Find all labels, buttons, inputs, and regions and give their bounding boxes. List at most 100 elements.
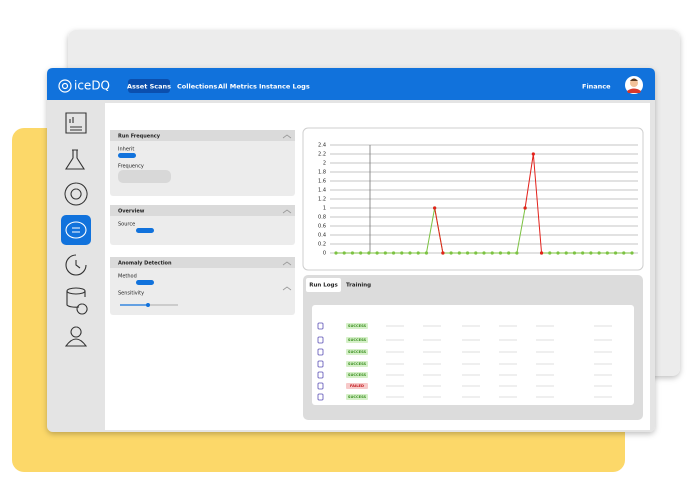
data-point — [334, 251, 338, 255]
file-icon[interactable] — [317, 371, 324, 379]
field-label: Inherit — [118, 147, 134, 153]
file-icon[interactable] — [317, 382, 324, 390]
y-tick-label: 0.6 — [318, 224, 326, 230]
sidebar-icon[interactable] — [64, 326, 88, 347]
data-point — [482, 251, 486, 255]
sidebar-icon[interactable] — [66, 287, 88, 315]
sidebar-icon[interactable] — [64, 149, 86, 170]
status-badge — [346, 337, 368, 343]
field-label: Frequency — [118, 164, 144, 170]
data-point — [367, 251, 371, 255]
panel-title: Anomaly Detection — [118, 261, 172, 267]
status-text: SUCCESS — [348, 338, 367, 342]
nav-item[interactable]: Asset Scans — [127, 83, 171, 91]
field-label: Source — [118, 222, 135, 228]
data-point — [507, 251, 511, 255]
status-text: SUCCESS — [348, 373, 367, 377]
data-point — [556, 251, 560, 255]
data-point — [572, 251, 577, 255]
toggle[interactable] — [136, 228, 154, 233]
file-icon[interactable] — [317, 348, 324, 356]
y-tick-label: 2 — [323, 161, 326, 167]
data-point — [416, 251, 420, 255]
icon-glyph — [65, 112, 87, 134]
toggle[interactable] — [118, 153, 136, 158]
y-tick-label: 1.6 — [318, 179, 326, 185]
collapse-icon[interactable] — [282, 134, 292, 139]
data-point — [391, 251, 396, 255]
data-point — [359, 251, 363, 255]
data-point — [465, 251, 470, 255]
file-icon[interactable] — [317, 322, 324, 330]
status-text: FAILED — [350, 384, 364, 388]
status-text: SUCCESS — [348, 350, 367, 354]
collapse-icon[interactable] — [282, 209, 292, 214]
icon-glyph — [66, 287, 88, 315]
data-point — [490, 251, 494, 255]
nav-item[interactable]: All Metrics — [218, 83, 257, 91]
y-tick-label: 2.4 — [318, 143, 326, 149]
icon-glyph — [65, 221, 87, 239]
status-text: SUCCESS — [348, 395, 367, 399]
data-point — [441, 251, 445, 255]
data-point — [523, 206, 527, 210]
icon-glyph — [64, 326, 88, 347]
data-point — [408, 251, 412, 255]
selected-bg — [61, 215, 91, 245]
avatar[interactable] — [625, 76, 643, 94]
status-text: SUCCESS — [348, 362, 367, 366]
data-point — [498, 251, 503, 255]
sidebar-icon[interactable] — [64, 182, 88, 206]
data-point — [433, 206, 437, 210]
sidebar-icon[interactable] — [65, 112, 87, 134]
data-point — [581, 251, 585, 255]
dropdown-caret[interactable] — [282, 286, 292, 291]
status-badge — [346, 349, 368, 355]
status-badge — [346, 361, 368, 367]
y-tick-label: 1.4 — [318, 188, 326, 194]
data-point — [400, 251, 404, 255]
user-name[interactable]: Finance — [582, 83, 611, 91]
settings-panels: Run Frequency Inherit Frequency Overview Sou… — [110, 130, 295, 315]
nav-item[interactable]: Instance Logs — [259, 83, 310, 91]
data-point — [449, 251, 453, 255]
tab[interactable]: Run Logs — [309, 283, 338, 289]
brand: iceDQ — [74, 79, 110, 93]
panel-header — [110, 205, 295, 216]
data-point — [613, 251, 618, 255]
panel-title: Run Frequency — [118, 134, 161, 140]
collapse-icon[interactable] — [282, 261, 292, 266]
sidebar — [61, 112, 91, 347]
icon-glyph — [64, 182, 88, 206]
icon-glyph — [65, 254, 87, 276]
status-badge — [346, 383, 368, 389]
active-tab-bg — [306, 278, 341, 292]
data-point — [474, 251, 478, 255]
y-tick-label: 0.2 — [318, 242, 326, 248]
data-point — [350, 251, 355, 255]
input[interactable] — [118, 170, 171, 183]
data-point — [589, 251, 593, 255]
data-point — [342, 251, 346, 255]
file-icon[interactable] — [317, 336, 324, 344]
panel-title: Overview — [118, 209, 145, 215]
panel-header — [110, 257, 295, 268]
data-point — [548, 251, 552, 255]
nav-item[interactable]: Collections — [177, 83, 217, 91]
slider-thumb[interactable] — [146, 303, 150, 307]
nav-active-bg — [128, 79, 170, 93]
data-point — [630, 251, 634, 255]
sidebar-icon[interactable] — [65, 254, 87, 276]
file-icon[interactable] — [317, 360, 324, 368]
panel — [110, 257, 295, 315]
tab[interactable]: Training — [346, 283, 371, 289]
data-point — [605, 251, 609, 255]
file-icon[interactable] — [317, 393, 324, 401]
field-label: Method — [118, 274, 137, 280]
log-rows: SUCCESS SUCCESS SUCCESS SUCCESS SUCCESS FAILE… — [317, 322, 612, 401]
toggle[interactable] — [136, 280, 154, 285]
logo-icon — [58, 79, 72, 93]
sidebar-icon[interactable] — [61, 215, 91, 245]
